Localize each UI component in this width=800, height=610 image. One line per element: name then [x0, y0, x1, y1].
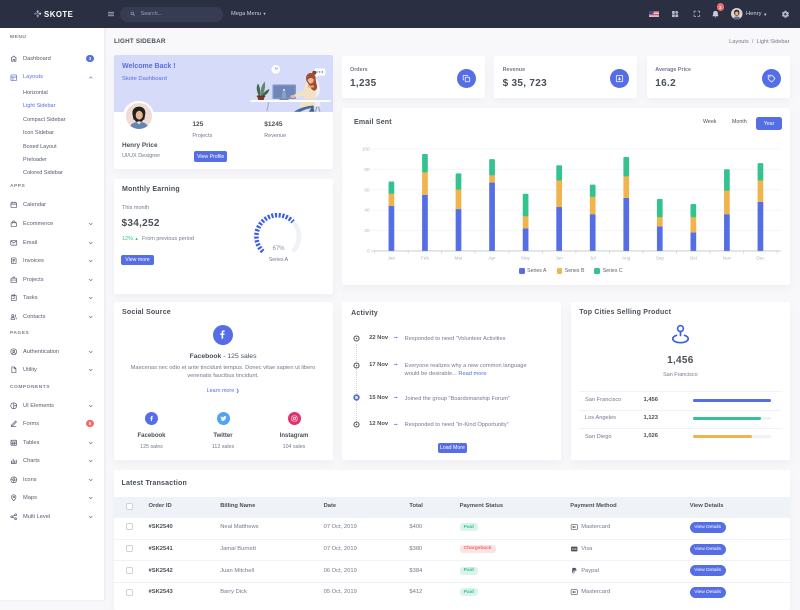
svg-text:40: 40 [364, 207, 370, 212]
svg-text:Jun: Jun [555, 255, 563, 260]
svg-text:Dec: Dec [756, 255, 765, 260]
svg-text:Jul: Jul [589, 255, 595, 260]
svg-text:Nov: Nov [722, 255, 731, 260]
svg-text:Mar: Mar [454, 255, 462, 260]
svg-text:100: 100 [361, 146, 369, 151]
svg-text:Oct: Oct [689, 255, 697, 260]
svg-text:Feb: Feb [421, 255, 429, 260]
svg-text:20: 20 [364, 228, 370, 233]
svg-text:May: May [521, 255, 530, 260]
svg-text:Aug: Aug [622, 255, 631, 260]
svg-text:Apr: Apr [488, 255, 496, 260]
svg-text:80: 80 [364, 166, 370, 171]
svg-text:Jan: Jan [387, 255, 395, 260]
svg-text:0: 0 [366, 248, 369, 253]
svg-text:Sep: Sep [655, 255, 664, 260]
svg-text:60: 60 [364, 187, 370, 192]
